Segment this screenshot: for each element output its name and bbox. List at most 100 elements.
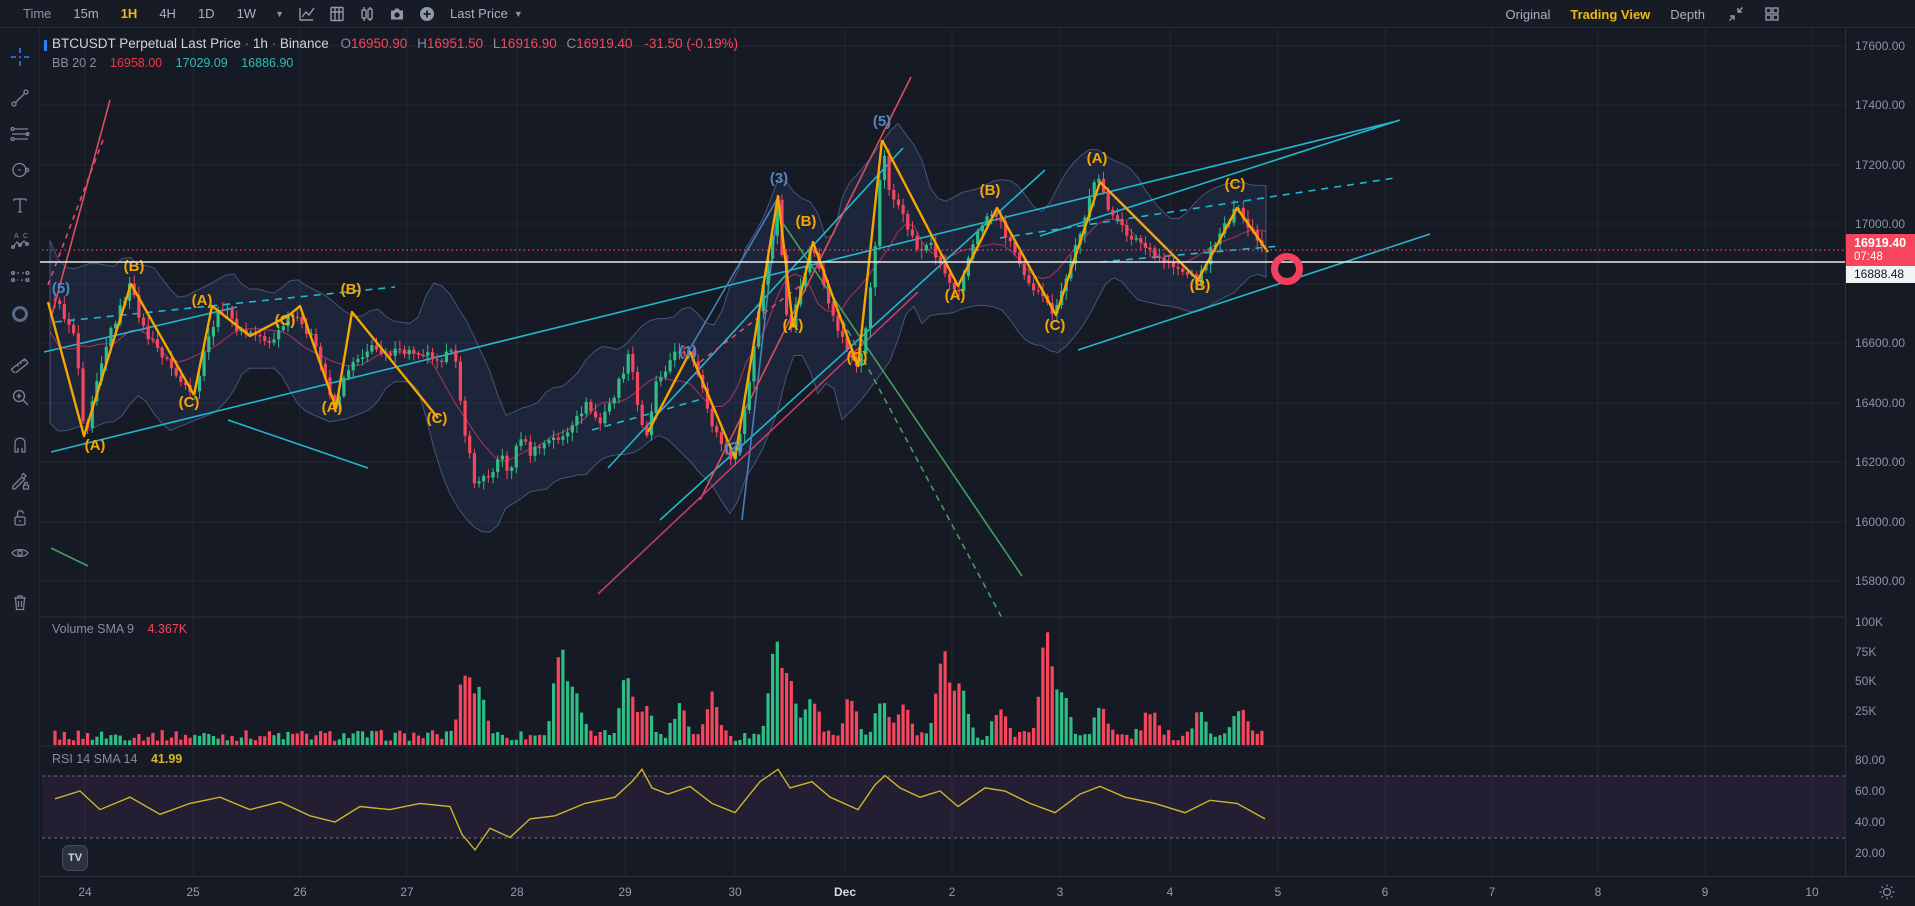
time-axis[interactable]: 24 25 26 27 28 29 30 Dec 2 3 4 5 6 7 8 9 10 [40, 876, 1915, 906]
wave-label[interactable]: (C) [1045, 317, 1066, 334]
tool-magnet-icon[interactable] [7, 433, 33, 459]
wave-label[interactable]: (2) [725, 439, 743, 456]
tool-crosshair-icon[interactable] [7, 44, 33, 70]
collapse-icon[interactable] [1721, 3, 1751, 25]
tool-horizontal-lines-icon[interactable] [7, 121, 33, 147]
time-tick: 4 [1166, 885, 1174, 899]
view-tab-trading-view[interactable]: Trading View [1570, 6, 1651, 22]
trend-line[interactable] [821, 281, 1003, 619]
interval-toolbar: Time 15m 1H 4H 1D 1W ▼ Last Price ▼ [0, 3, 531, 25]
chart-canvas[interactable]: (5) (1) (2) (3) (5) (B) (A) (C) (A) (C) (B) (A) (C) (… [40, 28, 1845, 876]
add-indicator-icon[interactable] [412, 3, 442, 25]
wave-label[interactable]: (A) [783, 317, 804, 334]
tradingview-watermark: TV [62, 845, 88, 871]
tool-trend-line-icon[interactable] [7, 85, 33, 111]
tool-draw-lock-icon[interactable] [7, 468, 33, 494]
interval-dropdown-caret[interactable]: ▼ [275, 8, 284, 19]
trend-line[interactable] [1077, 233, 1431, 351]
tool-unlock-icon[interactable] [7, 505, 33, 531]
volume-tick: 100K [1855, 615, 1884, 629]
interval-1h[interactable]: 1H [120, 6, 138, 21]
wave-label[interactable]: (3) [770, 170, 788, 187]
wave-label[interactable]: (B) [124, 258, 145, 275]
grid [40, 28, 1845, 876]
rsi-tick: 80.00 [1855, 753, 1886, 767]
theme-sun-icon[interactable] [1877, 882, 1897, 902]
price-tick: 16000.00 [1855, 515, 1906, 529]
wave-zigzag[interactable] [646, 139, 884, 460]
interval-1w[interactable]: 1W [236, 6, 257, 21]
trend-line[interactable] [687, 195, 780, 353]
view-tab-original[interactable]: Original [1505, 6, 1551, 22]
wave-label[interactable]: (A) [945, 287, 966, 304]
wave-zigzag[interactable] [46, 282, 196, 438]
trend-line[interactable] [591, 398, 703, 431]
tool-ruler-icon[interactable] [7, 349, 33, 375]
wave-label[interactable]: (A) [85, 437, 106, 454]
chart-style-icon[interactable] [292, 3, 322, 25]
candles-icon[interactable] [352, 3, 382, 25]
bollinger-midline [49, 218, 1267, 463]
wave-label[interactable]: (C) [179, 394, 200, 411]
price-mode-select[interactable]: Last Price ▼ [442, 6, 531, 21]
time-tick: 28 [510, 885, 524, 899]
wave-label[interactable]: (5) [52, 280, 70, 297]
board-grid-icon[interactable] [322, 3, 352, 25]
chart-area[interactable]: (5) (1) (2) (3) (5) (B) (A) (C) (A) (C) (B) (A) (C) (… [40, 28, 1845, 876]
time-tick: 3 [1056, 885, 1064, 899]
tool-ring-icon[interactable] [7, 301, 33, 327]
last-price-badge: 16919.40 07:48 [1846, 234, 1915, 266]
wave-label[interactable]: (5) [873, 113, 891, 130]
wave-zigzag[interactable] [192, 304, 439, 419]
tool-hide-eye-icon[interactable] [7, 540, 33, 566]
tool-forecast-icon[interactable] [7, 264, 33, 290]
trend-line[interactable] [1039, 119, 1401, 237]
trend-line[interactable] [43, 306, 238, 353]
time-tick: 9 [1701, 885, 1709, 899]
wave-zigzag[interactable] [880, 139, 1269, 317]
wave-label[interactable]: (1) [679, 343, 697, 360]
prev-close-badge: 16888.48 [1846, 266, 1915, 283]
wave-label[interactable]: (C) [275, 312, 296, 329]
wave-label[interactable]: (B) [980, 182, 1001, 199]
wave-label[interactable]: (B) [1190, 277, 1211, 294]
wave-label[interactable]: (C) [847, 349, 868, 366]
price-marker-ring[interactable] [1271, 253, 1303, 285]
tool-zoom-in-icon[interactable] [7, 384, 33, 410]
series-marker [44, 40, 47, 51]
tool-ellipse-icon[interactable] [7, 157, 33, 183]
view-switcher: Original Trading View Depth [1496, 0, 1787, 28]
camera-icon[interactable] [382, 3, 412, 25]
trend-line[interactable] [999, 177, 1396, 239]
trend-line[interactable] [50, 99, 111, 319]
time-tick: 6 [1381, 885, 1389, 899]
layout-grid-icon[interactable] [1757, 3, 1787, 25]
wave-label[interactable]: (A) [322, 399, 343, 416]
wave-label[interactable]: (C) [1225, 176, 1246, 193]
volume-tick: 25K [1855, 704, 1877, 718]
trend-line[interactable] [227, 419, 369, 469]
trend-line[interactable] [50, 547, 89, 567]
tool-text-icon[interactable] [7, 192, 33, 218]
elliott-waves: (5) (1) (2) (3) (5) (B) (A) (C) (A) (C) (B) (A) (C) (… [46, 113, 1269, 460]
wave-label[interactable]: (A) [1087, 150, 1108, 167]
view-tab-depth[interactable]: Depth [1670, 6, 1705, 22]
trend-line[interactable] [50, 121, 1394, 453]
price-axis[interactable]: 16919.40 07:48 16888.48 17600.00 17400.00… [1845, 28, 1915, 876]
trend-line[interactable] [1099, 245, 1281, 263]
wave-label[interactable]: (B) [796, 213, 817, 230]
time-tick: 30 [728, 885, 742, 899]
interval-buttons: 15m 1H 4H 1D 1W [62, 6, 267, 21]
interval-4h[interactable]: 4H [159, 6, 176, 21]
tool-trash-icon[interactable] [7, 589, 33, 615]
interval-1d[interactable]: 1D [197, 6, 215, 21]
trend-line[interactable] [781, 221, 1023, 577]
price-tick: 16600.00 [1855, 336, 1906, 350]
wave-label[interactable]: (A) [192, 292, 213, 309]
time-tick: 8 [1594, 885, 1602, 899]
wave-label[interactable]: (B) [341, 281, 362, 298]
trend-line[interactable] [54, 286, 396, 323]
interval-15m[interactable]: 15m [73, 6, 99, 21]
wave-label[interactable]: (C) [427, 410, 448, 427]
